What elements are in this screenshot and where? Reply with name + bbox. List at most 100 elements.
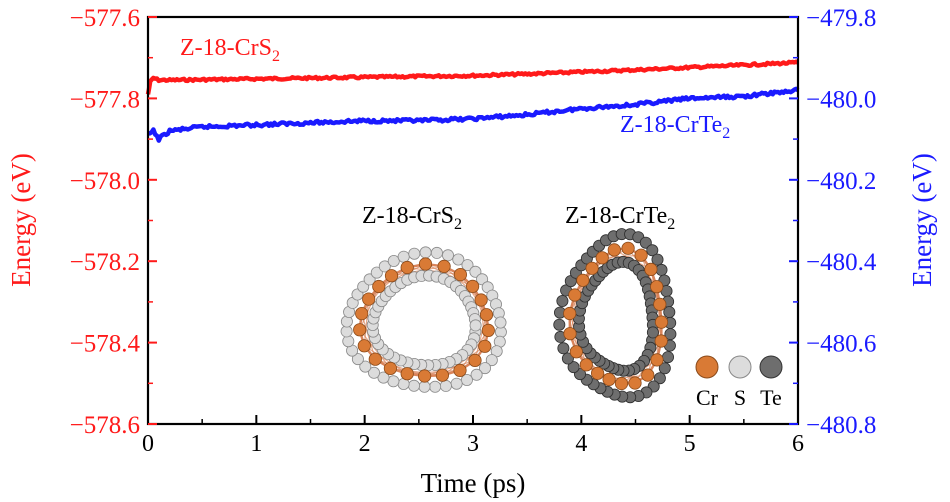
inset-crs2-structure — [340, 246, 507, 393]
x-tick-label-6: 6 — [792, 431, 804, 457]
inset-crte2-cr-atom — [621, 241, 635, 255]
x-tick-label-1: 1 — [250, 431, 262, 457]
inset-crs2-cr-atom — [400, 260, 414, 275]
inset-crte2-shell-atom — [662, 351, 675, 364]
inset-crte2-shell-atom — [567, 361, 580, 374]
inset-crs2-shell-atom — [478, 362, 491, 375]
inset-crte2-shell-atom — [658, 362, 671, 375]
inset-crs2-shell-atom — [342, 335, 355, 348]
inset-crs2-bond — [363, 345, 408, 375]
inset-crte2-shell-atom — [663, 306, 676, 319]
inset-crs2-cr-atom — [478, 339, 492, 353]
inset-crs2-cr-atom — [357, 339, 371, 353]
inset-crs2-cr-atom — [362, 292, 376, 306]
inset-crte2-cr-atom — [607, 243, 621, 257]
inset-crs2-shell-atom — [485, 354, 498, 367]
inset-crs2-shell-atom — [407, 379, 420, 392]
inset-crte2-bond — [569, 333, 599, 374]
inset-crs2-bond — [472, 286, 489, 331]
inset-crte2-shell-atom — [557, 342, 570, 355]
inset-crs2-cr-atom — [453, 267, 467, 282]
inset-crs2-shell-atom — [378, 260, 391, 273]
inset-crs2-shell-atom — [439, 379, 452, 392]
inset-crte2-cr-atom — [650, 353, 664, 367]
series-label-crs2: Z-18-CrS2 — [180, 35, 280, 65]
legend-s-icon — [728, 355, 752, 379]
inset-crte2-shell-atom — [655, 263, 668, 276]
y-right-tick-label-4: −480.6 — [806, 331, 876, 358]
inset-label-crs2: Z-18-CrS2 — [362, 203, 462, 233]
inset-crs2-bond — [391, 265, 445, 277]
inset-crs2-bond — [474, 314, 488, 361]
inset-crte2-shell-atom — [646, 244, 659, 257]
y-left-tick-label-2: −578.0 — [70, 168, 140, 195]
y-left-tick-label-3: −578.2 — [70, 249, 140, 276]
inset-label-crte2: Z-18-CrTe2 — [565, 203, 675, 233]
inset-crs2-shell-atom — [359, 360, 372, 373]
inset-crte2-cr-atom — [563, 306, 577, 321]
inset-crs2-cr-atom — [479, 308, 494, 322]
inset-crs2-shell-atom — [450, 377, 463, 390]
inset-crte2-cr-atom — [569, 345, 583, 359]
inset-crs2-shell-atom — [397, 250, 410, 263]
inset-crte2-cr-atom — [653, 297, 667, 311]
y-right-tick-label-5: −480.8 — [806, 412, 876, 439]
inset-crs2-shell-atom — [351, 353, 364, 366]
inset-crte2-structure — [553, 228, 677, 404]
inset-crte2-cr-atom — [579, 358, 593, 372]
y-axis-label-right: Energy (eV) — [907, 153, 937, 287]
inset-crs2-shell-atom — [370, 266, 383, 279]
inset-crte2-cr-atom — [654, 334, 668, 348]
inset-crs2-cr-atom — [353, 323, 367, 337]
inset-crte2-shell-atom — [561, 352, 574, 365]
inset-crte2-shell-atom — [646, 326, 659, 339]
inset-crs2-cr-atom — [384, 269, 399, 283]
inset-crs2-cr-atom — [481, 323, 495, 337]
inset-crs2-shell-atom — [461, 259, 474, 272]
x-tick-label-3: 3 — [467, 431, 479, 457]
inset-crs2-shell-atom — [430, 246, 443, 259]
y-axis-label-left: Energy (eV) — [6, 153, 36, 287]
y-left-tick-label-1: −577.8 — [70, 86, 140, 113]
inset-crs2-bond — [424, 359, 476, 377]
legend-cr-icon — [695, 355, 719, 379]
inset-crte2-shell-atom — [653, 372, 666, 385]
series-line-1 — [147, 86, 800, 143]
inset-crs2-shell-atom — [418, 380, 431, 393]
inset-crs2-cr-atom — [368, 352, 382, 366]
series-label-crte2: Z-18-CrTe2 — [620, 112, 730, 142]
x-tick-label-5: 5 — [684, 431, 696, 457]
inset-crs2-bond — [375, 358, 425, 377]
inset-crte2-cr-atom — [576, 273, 590, 287]
inset-crte2-cr-atom — [585, 261, 599, 275]
inset-crte2-cr-atom — [614, 376, 629, 391]
inset-crte2-shell-atom — [651, 253, 664, 266]
legend-te-label: Te — [760, 385, 782, 410]
inset-crs2-cr-atom — [474, 293, 488, 307]
inset-crs2-shell-atom — [377, 371, 390, 384]
inset-crs2-shell-atom — [441, 249, 454, 262]
inset-crs2-bond — [368, 267, 408, 300]
inset-crte2-shell-atom — [664, 328, 677, 341]
inset-crs2-shell-atom — [367, 366, 380, 379]
inset-crs2-bond — [480, 299, 486, 347]
inset-crs2-cr-atom — [383, 361, 397, 375]
inset-crs2-cr-atom — [468, 353, 482, 367]
inset-crte2-bond — [591, 247, 629, 269]
inset-crs2-cr-atom — [418, 257, 433, 271]
y-right-tick-label-3: −480.4 — [806, 249, 877, 276]
inset-crs2-shell-atom — [408, 247, 421, 260]
inset-crte2-cr-atom — [654, 315, 669, 329]
inset-crte2-shell-atom — [639, 236, 652, 249]
y-right-tick-label-2: −480.2 — [806, 168, 876, 195]
legend-cr-label: Cr — [696, 385, 719, 410]
inset-crs2-cr-atom — [417, 369, 432, 383]
inset-crs2-cr-atom — [355, 306, 369, 321]
inset-crs2-cr-atom — [435, 368, 449, 382]
inset-crs2-shell-atom — [470, 368, 483, 381]
inset-crte2-cr-atom — [650, 280, 664, 294]
x-tick-label-4: 4 — [575, 431, 587, 457]
inset-crte2-shell-atom — [553, 318, 566, 331]
inset-crs2-cr-atom — [465, 279, 480, 293]
